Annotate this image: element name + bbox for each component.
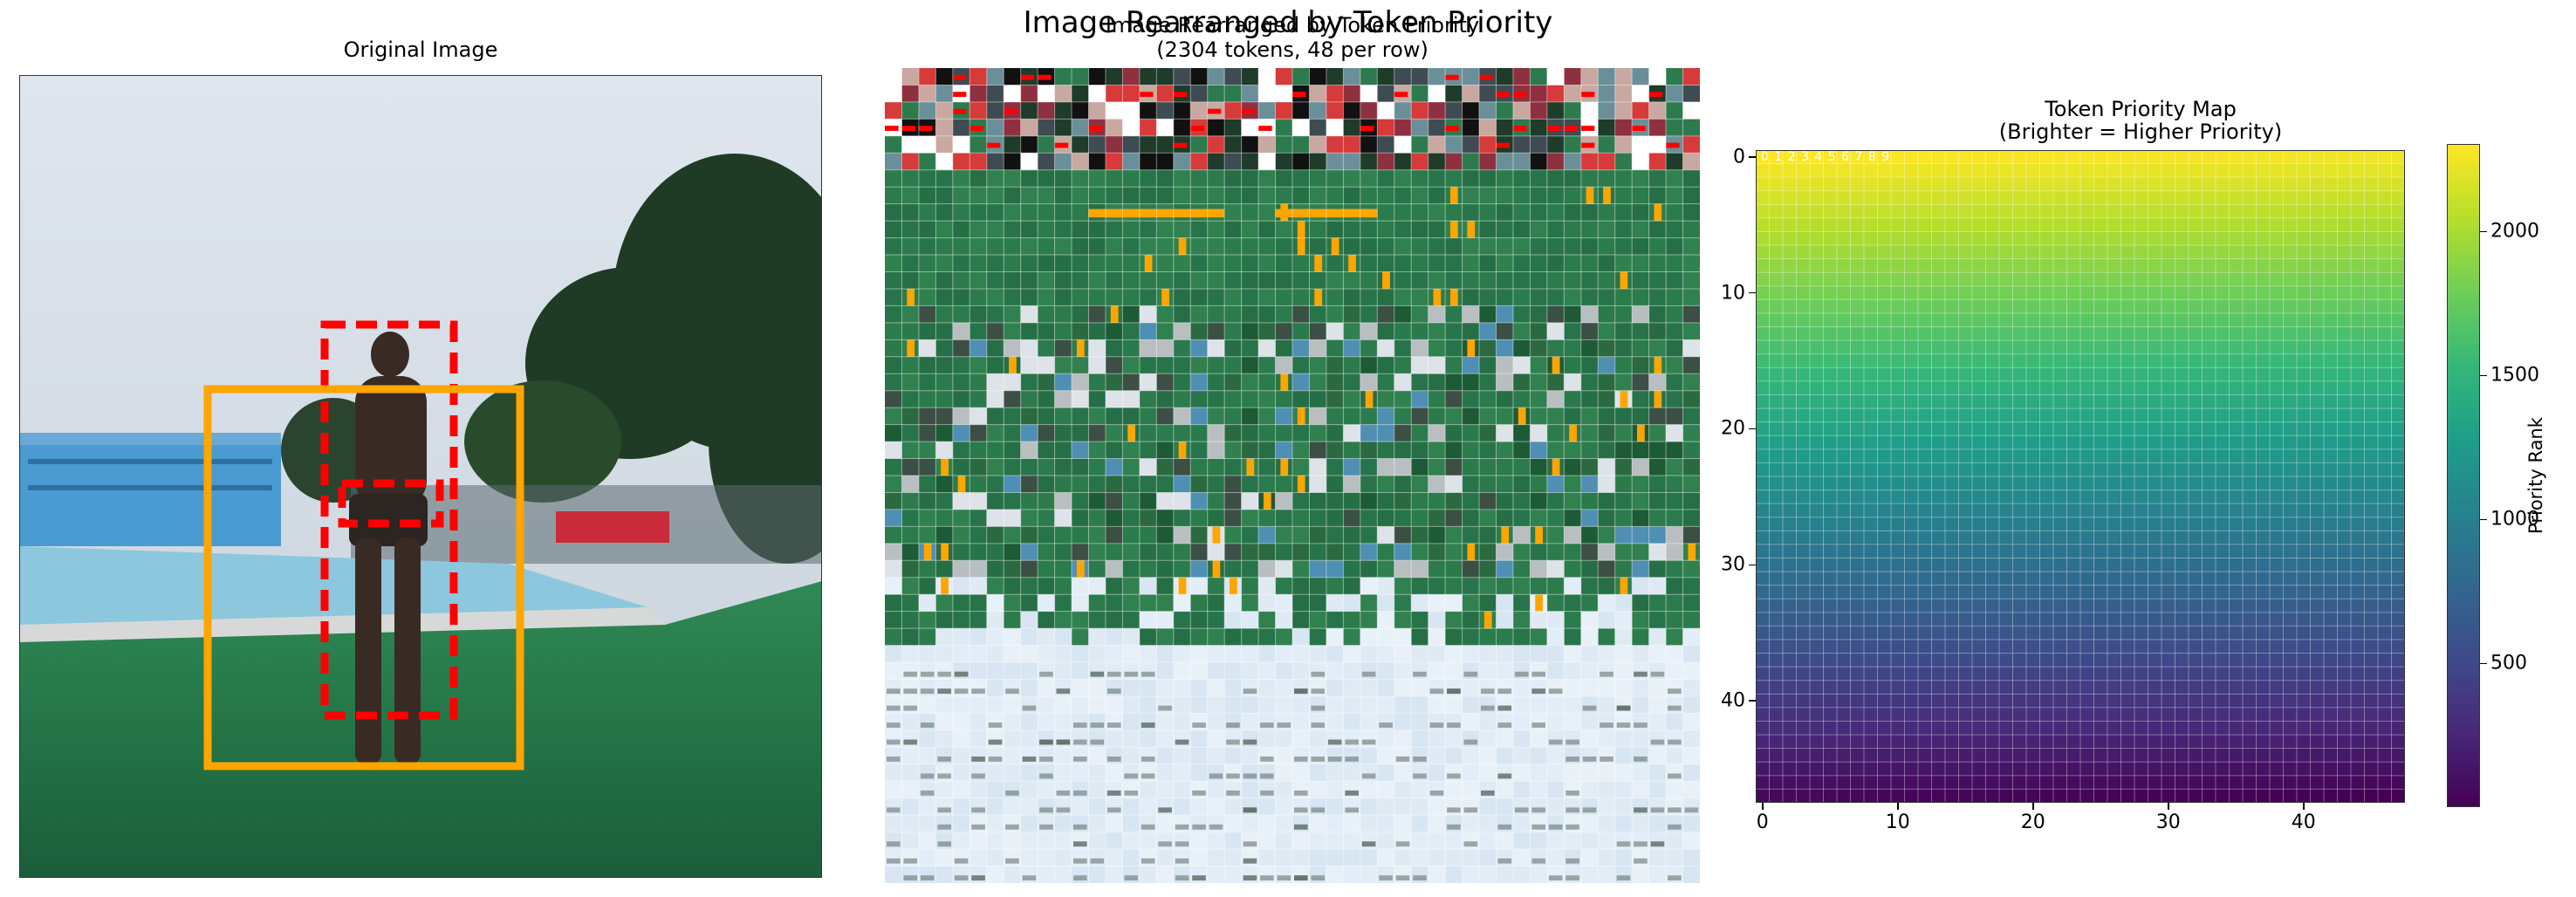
- colorbar: [2447, 144, 2480, 807]
- pool-edge: [19, 607, 665, 642]
- heatmap-y-tick-label-30: 30: [1721, 553, 1745, 576]
- heatmap-x-tick-label-40: 40: [2291, 811, 2316, 833]
- original-image-title: Original Image: [343, 38, 498, 62]
- token-grid-lines: [885, 68, 1700, 883]
- pool: [19, 546, 647, 625]
- heatmap-svg: [1756, 150, 2405, 803]
- heatmap-x-tick-20: [2032, 803, 2034, 810]
- heatmap-y-tick-40: [1749, 700, 1756, 702]
- rearranged-token-grid: [885, 68, 1700, 883]
- heatmap-x-tick-label-30: 30: [2155, 811, 2181, 833]
- heatmap-y-tick-label-40: 40: [1721, 689, 1745, 712]
- banner: [556, 511, 669, 543]
- person-box-dashed: [320, 320, 458, 720]
- colorbar-gradient: [2447, 144, 2480, 807]
- colorbar-tick-label-2000: 2000: [2490, 220, 2539, 243]
- heatmap-y-tick-20: [1749, 428, 1756, 430]
- person: [349, 332, 428, 764]
- rearranged-title-line1: Image Rearranged by Token Priority: [1105, 13, 1480, 38]
- heatmap-y-tick-label-20: 20: [1721, 417, 1745, 440]
- heatmap-corner-labels: 0 1 2 3 4 5 6 7 8 9: [1761, 150, 1891, 164]
- priority-map-title-line1: Token Priority Map: [2045, 97, 2237, 121]
- shorts-box-dashed: [338, 479, 444, 528]
- heatmap-x-tick-label-20: 20: [2020, 811, 2045, 833]
- heatmap-x-tick-30: [2168, 803, 2169, 810]
- colorbar-tick-1500: [2480, 374, 2487, 377]
- heatmap-cell-grid: [1756, 150, 2405, 803]
- rearranged-image: [885, 68, 1700, 883]
- colorbar-label: Priority Rank: [2525, 417, 2546, 534]
- heatmap-y-tick-label-0: 0: [1733, 146, 1745, 168]
- colorbar-tick-label-1000: 1000: [2490, 508, 2539, 531]
- heatmap-x-tick-label-0: 0: [1756, 811, 1769, 833]
- orange-box: [203, 385, 524, 770]
- colorbar-tick-500: [2480, 662, 2487, 665]
- heatmap-x-tick-10: [1897, 803, 1899, 810]
- priority-map-title-line2: (Brighter = Higher Priority): [1998, 120, 2283, 144]
- heatmap-x-tick-label-10: 10: [1885, 811, 1910, 833]
- colorbar-tick-1000: [2480, 518, 2487, 521]
- heatmap-x-tick-0: [1762, 803, 1764, 810]
- colorbar-tick-label-1500: 1500: [2490, 364, 2539, 387]
- colorbar-tick-label-500: 500: [2490, 652, 2527, 674]
- building: [19, 433, 281, 546]
- heatmap-y-tick-0: [1749, 156, 1756, 158]
- heatmap-y-tick-label-10: 10: [1721, 282, 1745, 305]
- original-photo-svg: [19, 75, 822, 878]
- colorbar-tick-2000: [2480, 230, 2487, 233]
- rearranged-title-line2: (2304 tokens, 48 per row): [1156, 38, 1428, 62]
- heatmap-y-tick-10: [1749, 291, 1756, 294]
- figure-title: Image Rearranged by Token Priority: [1023, 5, 1553, 40]
- priority-heatmap: 0 1 2 3 4 5 6 7 8 9: [1756, 150, 2405, 803]
- heatmap-x-tick-40: [2303, 803, 2305, 810]
- heatmap-y-tick-30: [1749, 564, 1756, 566]
- original-image: [19, 75, 822, 878]
